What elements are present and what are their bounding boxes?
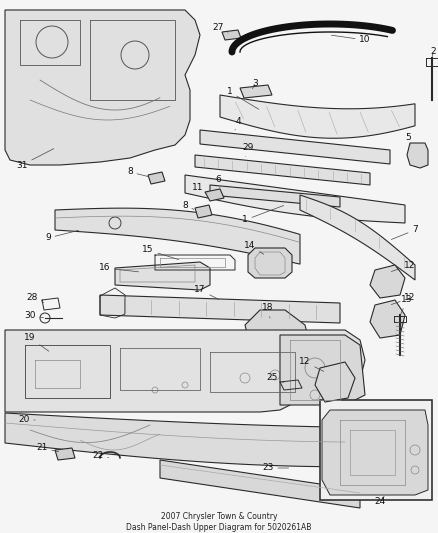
Text: 30: 30 [24, 311, 44, 319]
Polygon shape [205, 189, 224, 201]
Text: 4: 4 [235, 117, 241, 130]
Text: 15: 15 [142, 246, 179, 260]
Text: 5: 5 [405, 133, 411, 145]
Text: 18: 18 [262, 303, 274, 318]
Text: 1: 1 [227, 87, 259, 109]
Text: 8: 8 [127, 167, 148, 176]
Text: 25: 25 [266, 374, 284, 383]
Text: 29: 29 [242, 143, 254, 157]
Text: 17: 17 [194, 286, 219, 300]
Polygon shape [222, 30, 241, 40]
Polygon shape [55, 448, 75, 460]
Text: 12: 12 [391, 261, 416, 271]
Polygon shape [195, 155, 370, 185]
Polygon shape [115, 262, 210, 290]
Polygon shape [370, 265, 405, 298]
Text: 21: 21 [36, 443, 59, 453]
Polygon shape [5, 413, 345, 467]
Text: 2007 Chrysler Town & Country
Dash Panel-Dash Upper Diagram for 5020261AB: 2007 Chrysler Town & Country Dash Panel-… [126, 512, 312, 532]
Polygon shape [322, 410, 428, 495]
Text: 23: 23 [262, 464, 289, 472]
Text: 28: 28 [26, 294, 44, 303]
Text: 12: 12 [391, 294, 416, 304]
Polygon shape [185, 175, 405, 223]
Text: 10: 10 [332, 35, 371, 44]
Polygon shape [245, 310, 310, 360]
Text: 19: 19 [24, 334, 49, 351]
Polygon shape [240, 85, 272, 98]
Text: 7: 7 [391, 225, 418, 239]
Polygon shape [248, 248, 292, 278]
Text: 3: 3 [252, 78, 258, 88]
Text: 9: 9 [45, 230, 79, 243]
Polygon shape [5, 10, 200, 165]
Text: 11: 11 [192, 183, 208, 193]
Text: 2: 2 [430, 47, 436, 56]
Polygon shape [315, 362, 355, 402]
Polygon shape [220, 95, 415, 138]
Polygon shape [280, 335, 365, 405]
Polygon shape [200, 130, 390, 164]
Polygon shape [210, 185, 340, 207]
Polygon shape [195, 205, 212, 218]
Text: 8: 8 [182, 200, 194, 209]
Polygon shape [300, 195, 415, 280]
Polygon shape [148, 172, 165, 184]
Text: 20: 20 [18, 416, 35, 424]
Text: 16: 16 [99, 263, 138, 272]
Polygon shape [407, 143, 428, 168]
Polygon shape [160, 460, 360, 508]
Text: 22: 22 [92, 450, 109, 459]
Polygon shape [370, 300, 405, 338]
Text: 1: 1 [242, 206, 284, 224]
Text: 12: 12 [299, 358, 324, 372]
Text: 6: 6 [215, 175, 221, 188]
Polygon shape [55, 208, 300, 264]
Polygon shape [5, 330, 365, 412]
Text: 14: 14 [244, 241, 264, 254]
Text: 13: 13 [401, 295, 413, 314]
Text: 27: 27 [212, 23, 228, 33]
Polygon shape [100, 295, 340, 323]
Text: 24: 24 [374, 496, 385, 506]
FancyBboxPatch shape [320, 400, 432, 500]
Text: 31: 31 [16, 149, 54, 169]
